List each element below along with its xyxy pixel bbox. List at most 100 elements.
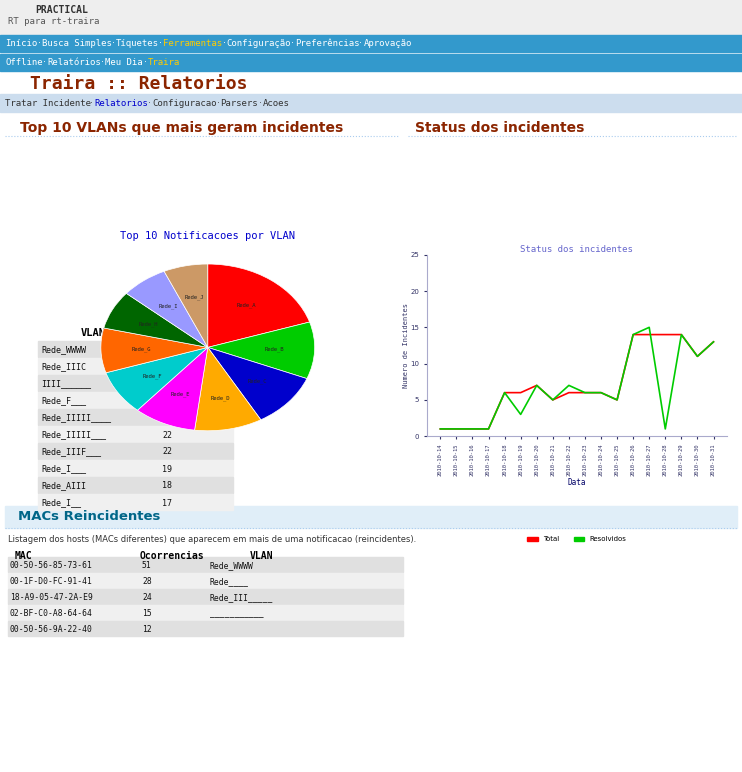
Bar [0,0,742,35]
Text: ·: · [359,39,362,49]
Wedge shape [194,347,261,431]
Text: Rede_G: Rede_G [132,347,151,352]
Bar [0,54,742,71]
Text: Traira :: Relatorios: Traira :: Relatorios [30,75,248,93]
Text: ·: · [102,57,105,67]
Text: Rede_D: Rede_D [211,395,231,401]
Bar [38,409,233,425]
Text: 51: 51 [162,346,172,354]
Text: Relatórios: Relatórios [47,58,101,67]
Bar [38,392,233,408]
Bar [38,375,233,391]
Bar [0,35,742,52]
Wedge shape [126,271,208,347]
Bar [8,589,403,604]
Y-axis label: Numero de Incidentes: Numero de Incidentes [403,303,409,388]
Bar [5,506,737,528]
Text: 02-BF-C0-A8-64-64: 02-BF-C0-A8-64-64 [10,609,93,618]
Text: Rede_A: Rede_A [237,303,257,309]
Text: Rede_C: Rede_C [248,378,267,384]
Text: Configuracao: Configuracao [152,99,217,107]
Bar [38,426,233,442]
Text: Status dos incidentes: Status dos incidentes [415,121,585,135]
Text: Ocorrencias: Ocorrencias [154,328,223,338]
Text: Rede_IIIII____: Rede_IIIII____ [41,414,111,422]
Text: 00-50-56-85-73-61: 00-50-56-85-73-61 [10,561,93,570]
Text: 00-50-56-9A-22-40: 00-50-56-9A-22-40 [10,625,93,634]
Text: Rede_III_____: Rede_III_____ [210,593,273,602]
Bar [38,443,233,459]
Text: Ferramentas: Ferramentas [163,39,223,48]
Title: Top 10 Notificacoes por VLAN: Top 10 Notificacoes por VLAN [120,231,295,241]
Text: ·: · [91,98,93,108]
Bar [8,573,403,588]
Wedge shape [208,347,307,420]
Text: Parsers: Parsers [220,99,258,107]
Text: Tíquetes: Tíquetes [116,39,159,48]
Text: VLAN: VLAN [250,551,274,561]
Text: Preferências: Preferências [295,39,360,48]
Text: ·: · [291,39,294,49]
Bar [38,494,233,510]
X-axis label: Data: Data [568,478,586,486]
Text: Início: Início [5,39,37,48]
Text: Ocorrencias: Ocorrencias [140,551,205,561]
Text: ·: · [112,39,115,49]
Wedge shape [208,264,309,347]
Text: ·: · [223,39,226,49]
Text: 28: 28 [162,363,172,371]
Text: 28: 28 [142,577,152,586]
Text: Rede_E: Rede_E [171,391,191,398]
Text: Busca Simples: Busca Simples [42,39,112,48]
Text: Acoes: Acoes [263,99,290,107]
Text: Rede_B: Rede_B [264,347,283,352]
Text: 18: 18 [162,482,172,490]
Text: ___________: ___________ [210,609,263,618]
Text: Rede_IIIC: Rede_IIIC [41,363,86,371]
Text: Rede_IIIF___: Rede_IIIF___ [41,448,101,456]
Bar [38,341,233,357]
Text: ·: · [43,57,47,67]
Text: 22: 22 [162,431,172,439]
Text: Relatorios: Relatorios [94,99,148,107]
Bar [8,605,403,620]
Text: ·: · [148,98,151,108]
Text: Rede_IIIII___: Rede_IIIII___ [41,431,106,439]
Text: PRACTICAL: PRACTICAL [35,5,88,15]
Text: 18-A9-05-47-2A-E9: 18-A9-05-47-2A-E9 [10,593,93,602]
Bar [38,358,233,374]
Text: Rede_I__: Rede_I__ [41,499,81,507]
Bar [0,94,742,112]
Text: MAC: MAC [15,551,33,561]
Text: Offline: Offline [5,58,42,67]
Wedge shape [208,322,315,378]
Bar [8,557,403,572]
Text: Tratar Incidente: Tratar Incidente [5,99,91,107]
Text: Meu Dia: Meu Dia [105,58,143,67]
Text: MACs Reincidentes: MACs Reincidentes [18,510,160,523]
Text: 22: 22 [162,448,172,456]
Text: ·: · [259,98,262,108]
Title: Status dos incidentes: Status dos incidentes [520,245,634,254]
Text: 26: 26 [162,397,172,405]
Text: IIII______: IIII______ [41,380,91,388]
Text: 51: 51 [142,561,152,570]
Text: Rede_I___: Rede_I___ [41,465,86,473]
Wedge shape [164,264,208,347]
Text: Rede_F___: Rede_F___ [41,397,86,405]
Text: Rede_AIII: Rede_AIII [41,482,86,490]
Text: ·: · [217,98,220,108]
Text: 00-1F-D0-FC-91-41: 00-1F-D0-FC-91-41 [10,577,93,586]
Text: 24: 24 [142,593,152,602]
Bar [38,477,233,493]
Text: ·: · [38,39,42,49]
Text: Configuração: Configuração [226,39,291,48]
Legend: Total, Resolvidos: Total, Resolvidos [525,533,629,545]
Wedge shape [137,347,208,430]
Text: ·: · [144,57,147,67]
Text: Rede_H: Rede_H [139,321,159,327]
Bar [38,460,233,476]
Text: ·: · [160,39,162,49]
Text: Rede_F: Rede_F [142,373,162,378]
Text: Rede_I: Rede_I [158,303,178,309]
